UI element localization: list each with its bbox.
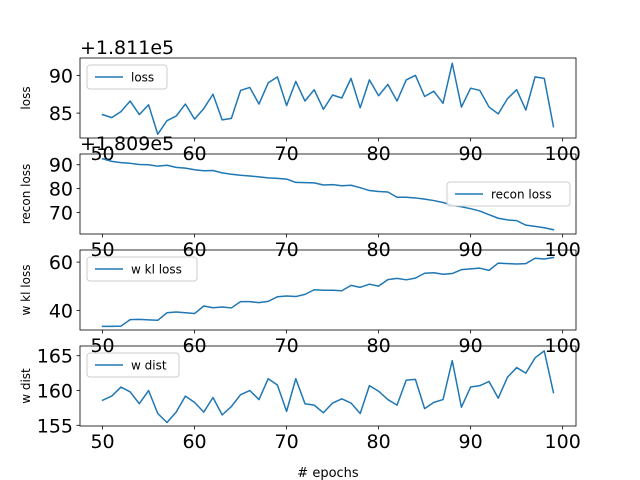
legend-label: w dist — [131, 359, 167, 373]
x-tick-label: 60 — [182, 431, 206, 453]
x-tick-label: 50 — [90, 431, 114, 453]
legend-box — [86, 64, 168, 90]
y-axis-label-3: w kl loss — [19, 265, 33, 316]
y-axis-label-4: w dist — [19, 368, 33, 404]
legend-2: recon loss — [446, 181, 571, 207]
y-axis-label-1: loss — [19, 86, 33, 109]
y-axis-label-2: recon loss — [19, 164, 33, 225]
legend-1: loss — [86, 64, 168, 90]
y-tick-label: 90 — [49, 65, 73, 87]
y-tick-label: 70 — [49, 203, 73, 225]
y-tick-label: 40 — [49, 301, 73, 323]
offset-text-2: +1.809e5 — [80, 133, 174, 155]
legend-4: w dist — [86, 352, 180, 378]
series-line-1-1 — [101, 62, 555, 135]
subplot-4: 50 60 70 80 90 100 155 160 165 w dist w dist — [19, 345, 581, 453]
axes-frame-1 — [79, 57, 577, 139]
legend-3: w kl loss — [86, 256, 198, 282]
legend-label: recon loss — [491, 188, 552, 202]
y-tick-label: 90 — [49, 155, 73, 177]
y-tick-label: 60 — [49, 252, 73, 274]
x-axis-label: # epochs — [297, 466, 359, 480]
y-tick-label: 160 — [37, 381, 73, 403]
axes-frame-4 — [79, 345, 577, 427]
axes-frame-3 — [79, 249, 577, 331]
legend-box — [86, 352, 180, 378]
series-line-2-1 — [101, 157, 555, 231]
y-tick-label: 165 — [37, 346, 73, 368]
x-tick-label: 70 — [274, 431, 298, 453]
series-line-3-1 — [101, 256, 555, 328]
legend-box — [86, 256, 198, 282]
x-tick-label: 80 — [367, 431, 391, 453]
y-tick-label: 80 — [49, 179, 73, 201]
legend-label: loss — [131, 71, 154, 85]
series-line-4-1 — [101, 350, 555, 424]
legend-box — [446, 181, 571, 207]
offset-text-1: +1.811e5 — [80, 37, 174, 59]
y-tick-label: 155 — [37, 415, 73, 437]
legend-label: w kl loss — [131, 263, 182, 277]
x-tick-label: 90 — [459, 431, 483, 453]
y-tick-label: 85 — [49, 103, 73, 125]
axes-frame-2 — [79, 153, 577, 235]
x-tick-label: 100 — [545, 431, 581, 453]
